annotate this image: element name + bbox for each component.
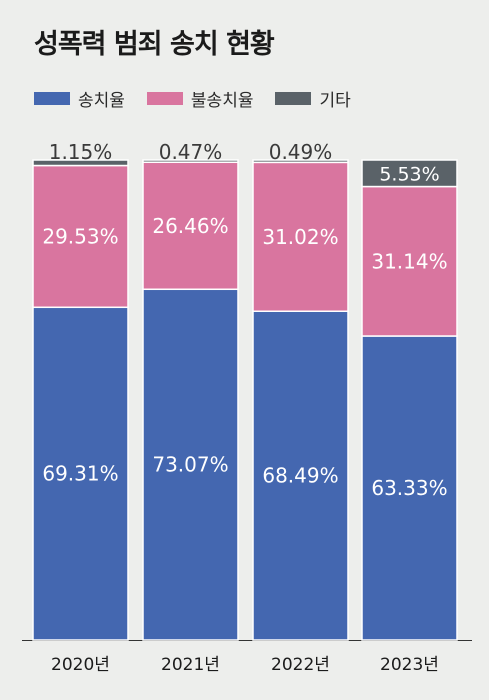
legend-label: 송치율: [78, 91, 125, 111]
bar-segment: [142, 288, 239, 641]
bar-segment: [32, 164, 129, 309]
data-label: 63.33%: [371, 476, 447, 500]
bar-segment: [32, 159, 129, 167]
x-tick-label: 2023년: [380, 655, 439, 675]
legend-swatch: [34, 92, 70, 105]
x-tick-label: 2021년: [161, 655, 220, 675]
bar-segment: [252, 161, 349, 312]
legend-swatch: [275, 92, 312, 105]
bar-segment: [142, 161, 239, 291]
data-label: 69.31%: [42, 462, 118, 486]
data-label: 31.02%: [262, 225, 338, 249]
data-label: 68.49%: [262, 464, 338, 488]
data-label: 0.49%: [269, 140, 333, 164]
data-label: 0.47%: [159, 140, 223, 164]
bar-segment: [361, 185, 458, 337]
chart-title: 성폭력 범죄 송치 현황: [34, 29, 275, 60]
data-label: 26.46%: [152, 214, 228, 238]
bar-segment: [32, 306, 129, 641]
data-label: 1.15%: [49, 140, 113, 164]
data-label: 29.53%: [42, 224, 118, 248]
bar-segment: [142, 159, 239, 164]
bar-segment: [361, 335, 458, 641]
data-label: 5.53%: [379, 163, 439, 185]
legend-swatch: [146, 92, 183, 105]
legend-item: 송치율: [34, 86, 125, 111]
x-tick-label: 2022년: [271, 655, 330, 675]
legend-item: 불송치율: [146, 86, 254, 111]
bar-segment: [252, 310, 349, 641]
legend-item: 기타: [275, 86, 351, 111]
legend: 송치율 불송치율 기타: [34, 86, 373, 111]
bar-segment: [252, 159, 349, 164]
legend-label: 불송치율: [190, 91, 254, 111]
data-label: 31.14%: [371, 249, 447, 273]
data-label: 73.07%: [152, 453, 228, 477]
legend-label: 기타: [319, 91, 351, 111]
x-tick-label: 2020년: [51, 655, 110, 675]
bar-segment: [361, 159, 458, 188]
